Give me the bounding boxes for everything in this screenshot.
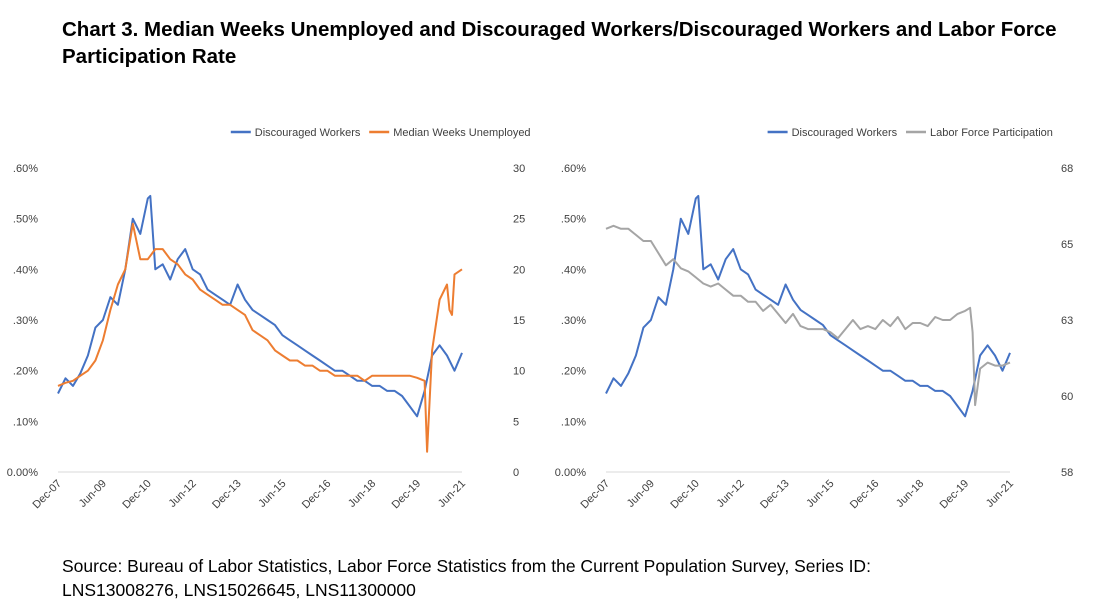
x-tick-label: Jun-21 bbox=[436, 478, 468, 510]
y-left-tick-label: .20% bbox=[561, 366, 586, 378]
chart-title: Chart 3. Median Weeks Unemployed and Dis… bbox=[62, 18, 1057, 68]
x-tick-label: Dec-19 bbox=[390, 478, 424, 512]
y-right-tick-label: 68 bbox=[1061, 163, 1073, 175]
x-tick-label: Dec-07 bbox=[579, 478, 613, 512]
series-line-labor-force-participation bbox=[605, 224, 1011, 407]
y-right-tick-label: 0 bbox=[513, 467, 519, 479]
x-tick-label: Jun-09 bbox=[625, 478, 657, 510]
x-tick-label: Jun-12 bbox=[167, 478, 199, 510]
y-right-tick-label: 15 bbox=[513, 315, 525, 327]
source-line-2: LNS13008276, LNS15026645, LNS11300000 bbox=[62, 580, 416, 600]
y-left-tick-label: 0.00% bbox=[555, 467, 586, 479]
x-tick-label: Jun-18 bbox=[894, 478, 926, 510]
series-line-median-weeks-unemployed bbox=[57, 222, 463, 453]
source-line-1: Source: Bureau of Labor Statistics, Labo… bbox=[62, 556, 871, 576]
series-line-discouraged-workers bbox=[605, 194, 1011, 418]
x-tick-label: Dec-16 bbox=[848, 478, 882, 512]
y-left-tick-label: .30% bbox=[561, 315, 586, 327]
y-left-tick-label: .50% bbox=[561, 214, 586, 226]
y-right-tick-label: 20 bbox=[513, 264, 525, 276]
y-left-tick-label: .10% bbox=[561, 416, 586, 428]
y-left-tick-label: .50% bbox=[13, 214, 38, 226]
x-tick-label: Jun-15 bbox=[256, 478, 288, 510]
x-tick-label: Dec-13 bbox=[758, 478, 792, 512]
y-right-tick-label: 5 bbox=[513, 416, 519, 428]
x-tick-label: Dec-07 bbox=[31, 478, 65, 512]
y-right-tick-label: 25 bbox=[513, 214, 525, 226]
y-left-tick-label: .40% bbox=[561, 264, 586, 276]
x-tick-label: Dec-10 bbox=[668, 478, 702, 512]
series-line-discouraged-workers bbox=[57, 194, 463, 418]
y-right-tick-label: 63 bbox=[1061, 315, 1073, 327]
y-right-tick-label: 10 bbox=[513, 366, 525, 378]
legend-label: Median Weeks Unemployed bbox=[393, 127, 530, 139]
x-tick-label: Jun-12 bbox=[715, 478, 747, 510]
x-tick-label: Dec-16 bbox=[300, 478, 334, 512]
y-left-tick-label: .30% bbox=[13, 315, 38, 327]
chart-discouraged-vs-participation: 0.00% .10% .20% .30% .40% .50% .60% 58 60 63 65 68 D… bbox=[555, 127, 1073, 512]
y-left-tick-label: .20% bbox=[13, 366, 38, 378]
x-tick-label: Dec-13 bbox=[210, 478, 244, 512]
legend-label: Discouraged Workers bbox=[255, 127, 361, 139]
legend-label: Discouraged Workers bbox=[792, 127, 898, 139]
x-tick-label: Jun-18 bbox=[346, 478, 378, 510]
y-left-tick-label: .10% bbox=[13, 416, 38, 428]
x-tick-label: Jun-15 bbox=[804, 478, 836, 510]
y-left-tick-label: .60% bbox=[561, 163, 586, 175]
x-tick-label: Dec-10 bbox=[120, 478, 154, 512]
y-left-tick-label: .40% bbox=[13, 264, 38, 276]
y-left-tick-label: 0.00% bbox=[7, 467, 38, 479]
y-right-tick-label: 60 bbox=[1061, 391, 1073, 403]
y-left-tick-label: .60% bbox=[13, 163, 38, 175]
y-right-tick-label: 58 bbox=[1061, 467, 1073, 479]
y-right-tick-label: 30 bbox=[513, 163, 525, 175]
x-tick-label: Jun-09 bbox=[77, 478, 109, 510]
chart-median-weeks-vs-discouraged: 0.00% .10% .20% .30% .40% .50% .60% 0 5 10 15 20 25 3… bbox=[7, 127, 531, 512]
source-note: Source: Bureau of Labor Statistics, Labo… bbox=[62, 554, 1072, 602]
y-right-tick-label: 65 bbox=[1061, 239, 1073, 251]
x-tick-label: Jun-21 bbox=[984, 478, 1016, 510]
legend-label: Labor Force Participation bbox=[930, 127, 1053, 139]
x-tick-label: Dec-19 bbox=[938, 478, 972, 512]
